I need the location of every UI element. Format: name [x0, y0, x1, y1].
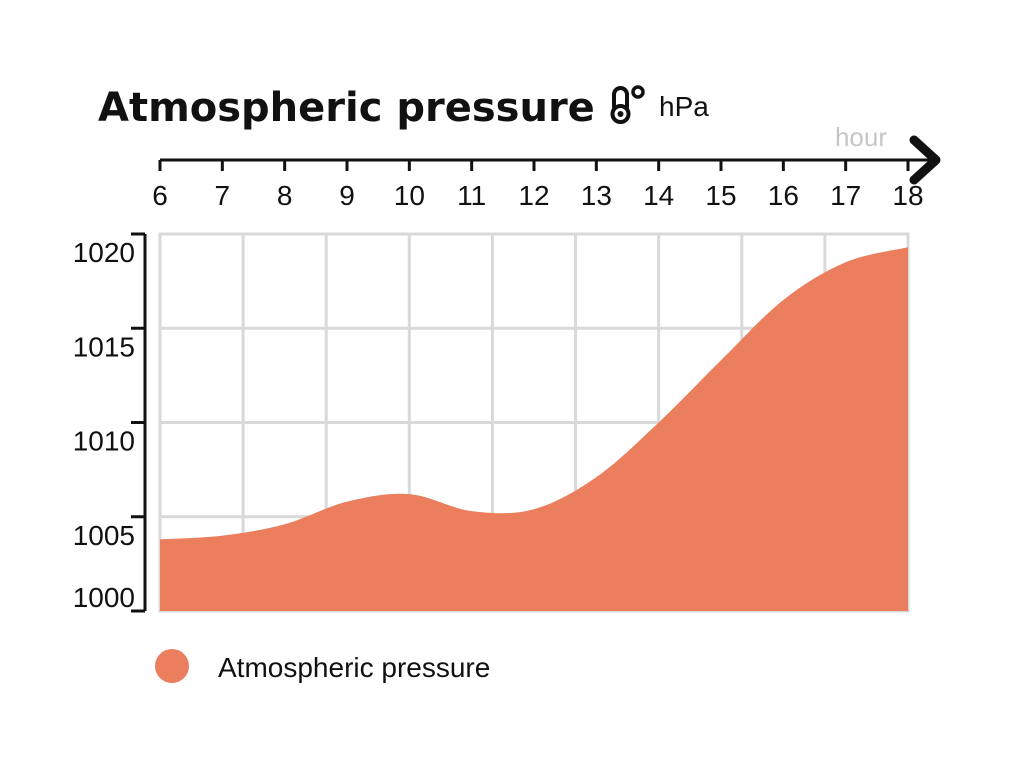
x-tick-label: 8	[277, 180, 293, 211]
x-tick-label: 12	[518, 180, 549, 211]
x-tick-label: 14	[643, 180, 674, 211]
x-tick-label: 15	[705, 180, 736, 211]
thermometer-icon	[610, 85, 645, 124]
x-axis-label: hour	[835, 122, 887, 152]
legend: Atmospheric pressure	[155, 649, 490, 683]
chart-title: Atmospheric pressure	[98, 85, 595, 131]
x-axis: 6 7 8 9 10 11 12 13 14 15 16 17 18	[152, 135, 941, 211]
y-tick-label: 1000	[73, 582, 135, 613]
y-tick-label: 1005	[73, 520, 135, 551]
x-tick-label: 17	[830, 180, 861, 211]
y-tick-label: 1010	[73, 426, 135, 457]
y-tick-label: 1020	[73, 237, 135, 268]
x-tick-label: 10	[394, 180, 425, 211]
unit-label: hPa	[659, 91, 709, 122]
x-tick-label: 18	[892, 180, 923, 211]
legend-label: Atmospheric pressure	[218, 652, 490, 683]
y-tick-label: 1015	[73, 331, 135, 362]
x-tick-label: 7	[215, 180, 231, 211]
x-tick-label: 9	[339, 180, 355, 211]
x-tick-label: 11	[457, 180, 486, 211]
x-tick-label: 6	[152, 180, 168, 211]
x-tick-label: 16	[768, 180, 799, 211]
y-axis: 1000 1005 1010 1015 1020	[73, 232, 147, 613]
pressure-area	[160, 247, 908, 611]
x-tick-label: 13	[581, 180, 612, 211]
x-axis-arrow-icon	[909, 135, 941, 185]
legend-swatch	[155, 649, 189, 683]
